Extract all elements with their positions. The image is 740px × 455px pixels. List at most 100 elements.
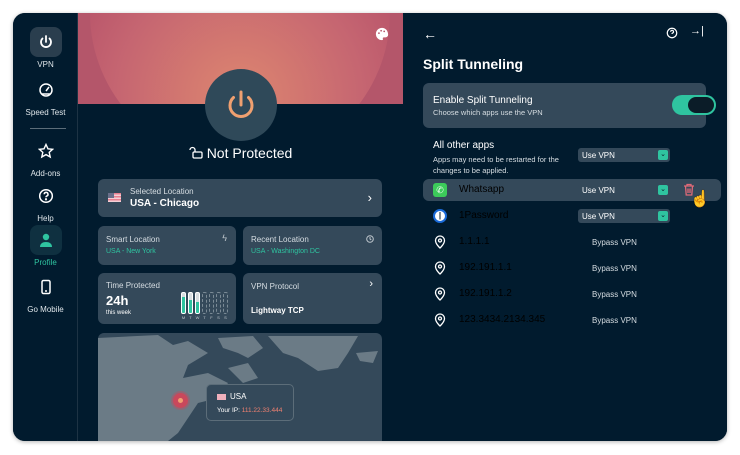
time-protected-sub: this week [106, 310, 132, 316]
power-icon [228, 90, 254, 119]
mode-text: Bypass VPN [592, 264, 637, 273]
selected-location-value: USA - Chicago [130, 198, 200, 209]
sidebar-item-add-ons[interactable]: Add-ons [13, 136, 78, 178]
day-bar [188, 292, 193, 314]
day-label: F [210, 315, 213, 320]
day-bar-fill [182, 297, 185, 313]
mode-text: Bypass VPN [592, 238, 637, 247]
palette-icon[interactable] [375, 27, 389, 46]
clock-icon [366, 235, 374, 243]
mode-text: Bypass VPN [592, 290, 637, 299]
split-tunneling-panel: ← →| Split Tunneling Enable Split Tunnel… [403, 13, 727, 441]
connection-status: Not Protected [78, 145, 403, 161]
unlock-icon [189, 146, 203, 159]
app-row[interactable]: ✆ Whatsapp [423, 179, 721, 201]
app-name: Whatsapp [459, 184, 505, 195]
sidebar-item-vpn[interactable]: VPN [13, 27, 78, 69]
whatsapp-icon: ✆ [433, 183, 447, 197]
day-label: T [189, 315, 192, 320]
sidebar-label: Profile [34, 258, 57, 267]
location-pin-icon [434, 261, 446, 275]
help-icon [30, 181, 62, 211]
selected-location-label: Selected Location [130, 187, 194, 196]
split-tunneling-toggle[interactable] [672, 95, 716, 115]
enable-label: Enable Split Tunneling [433, 95, 533, 106]
phone-icon [30, 272, 62, 302]
day-bar [209, 292, 214, 314]
app-row[interactable]: | 1Password [423, 205, 721, 227]
chevron-down-icon: ⌄ [658, 211, 668, 221]
sidebar-label: VPN [37, 60, 54, 69]
sidebar-item-go-mobile[interactable]: Go Mobile [13, 272, 78, 314]
location-pin-icon [434, 235, 446, 249]
map-popup: USA Your IP: 111.22.33.444 [206, 384, 294, 421]
sidebar-item-help[interactable]: Help [13, 181, 78, 223]
ip-value: 111.22.33.444 [241, 407, 283, 414]
all-other-apps-sub: Apps may need to be restarted for the ch… [433, 155, 559, 175]
vpn-protocol-card[interactable]: VPN Protocol › Lightway TCP [243, 273, 382, 324]
user-icon [29, 225, 62, 255]
recent-location-card[interactable]: Recent Location USA - Washington DC [243, 226, 382, 265]
back-arrow-icon[interactable]: ← [423, 26, 437, 42]
day-label: S [224, 315, 227, 320]
day-bar [216, 292, 221, 314]
app-row[interactable]: 1.1.1.1 Bypass VPN [423, 231, 721, 253]
enable-split-tunneling-card: Enable Split Tunneling Choose which apps… [423, 83, 716, 128]
mode-select[interactable]: Use VPN ⌄ [578, 183, 670, 197]
power-icon [29, 27, 62, 57]
enable-sub: Choose which apps use the VPN [433, 108, 543, 117]
app-row[interactable]: 123.3434.2134.345 Bypass VPN [423, 309, 721, 331]
bolt-icon: ϟ [222, 233, 227, 243]
day-bar-fill [189, 300, 192, 313]
all-other-apps-select[interactable]: Use VPN ⌄ [578, 148, 670, 162]
panel-title: Split Tunneling [423, 56, 524, 72]
usa-flag-icon [108, 193, 121, 202]
connect-button[interactable] [205, 69, 277, 141]
sidebar-label: Speed Test [25, 108, 66, 117]
app-name: 192.191.1.2 [459, 288, 512, 299]
all-other-apps-label: All other apps [433, 140, 495, 151]
selected-location-card[interactable]: Selected Location USA - Chicago › [98, 179, 382, 217]
sidebar-item-speed-test[interactable]: Speed Test [13, 75, 78, 117]
app-name: 1Password [459, 210, 509, 221]
day-bar-fill [196, 302, 199, 313]
smart-location-label: Smart Location [106, 235, 160, 244]
smart-location-card[interactable]: Smart Location USA - New York ϟ [98, 226, 236, 265]
location-pin-icon [434, 287, 446, 301]
app-row[interactable]: 192.191.1.2 Bypass VPN [423, 283, 721, 305]
speedometer-icon [30, 75, 62, 105]
day-bar [223, 292, 228, 314]
location-pin[interactable] [173, 393, 188, 408]
recent-location-value: USA - Washington DC [251, 248, 320, 255]
app-row[interactable]: 192.191.1.1 Bypass VPN [423, 257, 721, 279]
delete-icon[interactable] [683, 183, 695, 201]
help-icon[interactable] [666, 27, 678, 39]
recent-location-label: Recent Location [251, 235, 309, 244]
day-bar [202, 292, 207, 314]
chevron-right-icon: › [369, 278, 373, 290]
smart-location-value: USA - New York [106, 248, 156, 255]
chevron-down-icon: ⌄ [658, 185, 668, 195]
star-icon [30, 136, 62, 166]
day-bar [195, 292, 200, 314]
collapse-panel-icon[interactable]: →| [690, 25, 704, 37]
sidebar-divider [30, 128, 66, 129]
location-map[interactable]: USA Your IP: 111.22.33.444 [98, 333, 382, 441]
sidebar-label: Go Mobile [27, 305, 64, 314]
chevron-down-icon: ⌄ [658, 150, 668, 160]
mode-text: Bypass VPN [592, 316, 637, 325]
day-label: T [203, 315, 206, 320]
app-name: 192.191.1.1 [459, 262, 512, 273]
sidebar-item-profile[interactable]: Profile [13, 225, 78, 267]
home-panel: Not Protected Selected Location USA - Ch… [78, 13, 403, 441]
mode-select[interactable]: Use VPN ⌄ [578, 209, 670, 223]
day-label: M [181, 315, 186, 320]
time-protected-value: 24h [106, 293, 129, 308]
day-label: S [217, 315, 220, 320]
app-name: 123.3434.2134.345 [459, 314, 546, 325]
popup-country: USA [230, 392, 247, 401]
ip-label: Your IP: [217, 407, 240, 414]
location-pin-icon [434, 313, 446, 327]
